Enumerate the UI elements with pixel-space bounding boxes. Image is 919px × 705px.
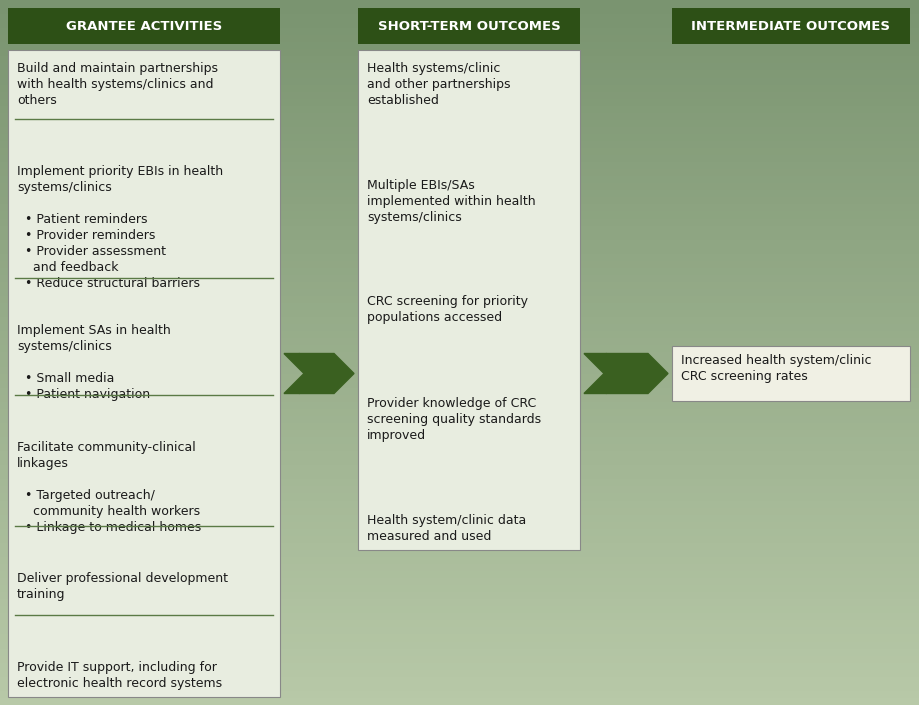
Text: Implement SAs in health
systems/clinics

  • Small media
  • Patient navigation: Implement SAs in health systems/clinics … [17,324,171,401]
Bar [8,50,279,697]
Text: Provide IT support, including for
electronic health record systems: Provide IT support, including for electr… [17,661,221,690]
Bar [671,346,909,401]
Text: CRC screening for priority
populations accessed: CRC screening for priority populations a… [367,295,528,324]
Text: Provider knowledge of CRC
screening quality standards
improved: Provider knowledge of CRC screening qual… [367,398,540,443]
Text: SHORT-TERM OUTCOMES: SHORT-TERM OUTCOMES [377,20,560,32]
Text: Multiple EBIs/SAs
implemented within health
systems/clinics: Multiple EBIs/SAs implemented within hea… [367,178,535,223]
Text: GRANTEE ACTIVITIES: GRANTEE ACTIVITIES [66,20,221,32]
Polygon shape [606,353,667,393]
Polygon shape [284,353,319,393]
Text: Deliver professional development
training: Deliver professional development trainin… [17,572,228,601]
Bar [357,50,579,550]
Text: Facilitate community-clinical
linkages

  • Targeted outreach/
    community hea: Facilitate community-clinical linkages •… [17,441,201,534]
Text: Health system/clinic data
measured and used: Health system/clinic data measured and u… [367,514,526,543]
Bar [671,8,909,44]
Bar [357,8,579,44]
Text: Health systems/clinic
and other partnerships
established: Health systems/clinic and other partners… [367,62,510,107]
Polygon shape [299,353,354,393]
Bar [8,8,279,44]
Text: Implement priority EBIs in health
systems/clinics

  • Patient reminders
  • Pro: Implement priority EBIs in health system… [17,165,223,290]
Polygon shape [584,353,625,393]
Text: Build and maintain partnerships
with health systems/clinics and
others: Build and maintain partnerships with hea… [17,62,218,107]
Text: Increased health system/clinic
CRC screening rates: Increased health system/clinic CRC scree… [680,354,870,383]
Text: INTERMEDIATE OUTCOMES: INTERMEDIATE OUTCOMES [691,20,890,32]
